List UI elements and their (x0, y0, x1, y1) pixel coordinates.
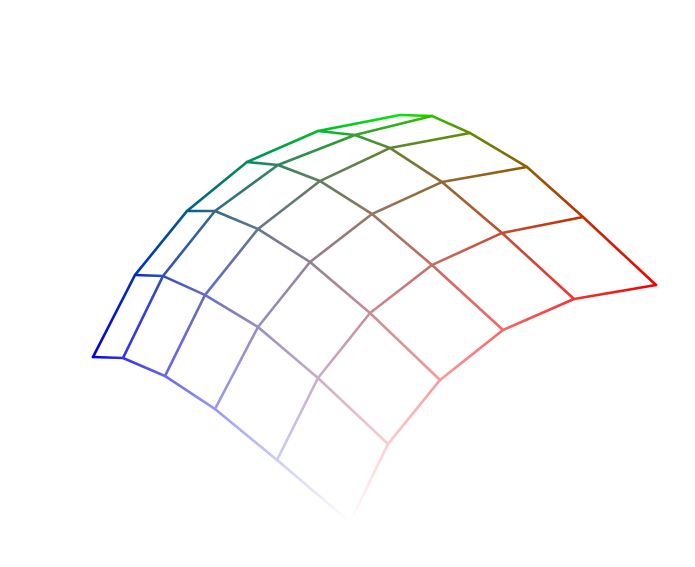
mesh-edge (121, 274, 165, 360)
mesh-edge (213, 325, 260, 411)
mesh-edge (440, 180, 504, 235)
mesh-edge (256, 227, 312, 264)
mesh-edge (275, 376, 320, 462)
mesh-edge (440, 165, 529, 184)
mesh-edge (500, 231, 576, 301)
mesh-edge (316, 129, 357, 137)
mesh-edge (525, 165, 585, 219)
mesh (91, 113, 658, 524)
mesh-edge (91, 273, 137, 359)
mesh-edge (572, 283, 658, 301)
mesh-edge (370, 212, 434, 267)
mesh-edge (275, 458, 352, 524)
mesh-edge (245, 160, 280, 167)
mesh-edge (430, 231, 504, 267)
mesh-edge (318, 146, 392, 183)
mesh-edge (388, 146, 444, 184)
mesh-edge (368, 263, 434, 315)
mesh-edge (386, 378, 442, 446)
mesh-edge (163, 374, 217, 411)
mesh-edge (501, 297, 576, 332)
mesh-edge (370, 180, 444, 216)
mesh-edge (398, 113, 434, 118)
mesh-edge (256, 260, 312, 329)
mesh-edge (316, 311, 372, 380)
mesh-edge (430, 263, 505, 332)
mesh-edge (308, 260, 372, 315)
mesh-edge (213, 163, 280, 213)
mesh-edge (438, 328, 505, 382)
mesh-edge (500, 215, 585, 235)
mesh-edge (133, 209, 189, 277)
mesh-edge (318, 179, 374, 216)
mesh-edge (203, 293, 260, 329)
mesh-edge (316, 376, 390, 446)
mesh-edge (388, 131, 472, 150)
mesh-edge (256, 179, 322, 231)
mesh-edge (121, 356, 167, 378)
mesh-edge (353, 114, 434, 137)
mesh-edge (133, 273, 165, 278)
mesh-edge (161, 274, 207, 297)
mesh-edge (316, 113, 402, 133)
mesh-edge (163, 293, 207, 378)
mesh-edge (353, 133, 392, 150)
mesh-edge (348, 442, 390, 524)
mesh-edge (203, 227, 260, 297)
mesh-edge (430, 114, 472, 135)
mesh-edge (368, 311, 442, 382)
mesh-edge (245, 129, 320, 164)
mesh-edge (276, 163, 322, 183)
mesh-edge (256, 325, 320, 380)
mesh-edge (91, 355, 125, 360)
mesh-edge (213, 407, 279, 462)
mesh-edge (468, 131, 529, 169)
mesh-edge (161, 209, 217, 278)
mesh-edge (581, 215, 658, 287)
mesh-edge (276, 133, 357, 167)
mesh-edge (185, 160, 249, 213)
mesh-edge (213, 209, 260, 231)
mesh-edge (308, 212, 374, 264)
